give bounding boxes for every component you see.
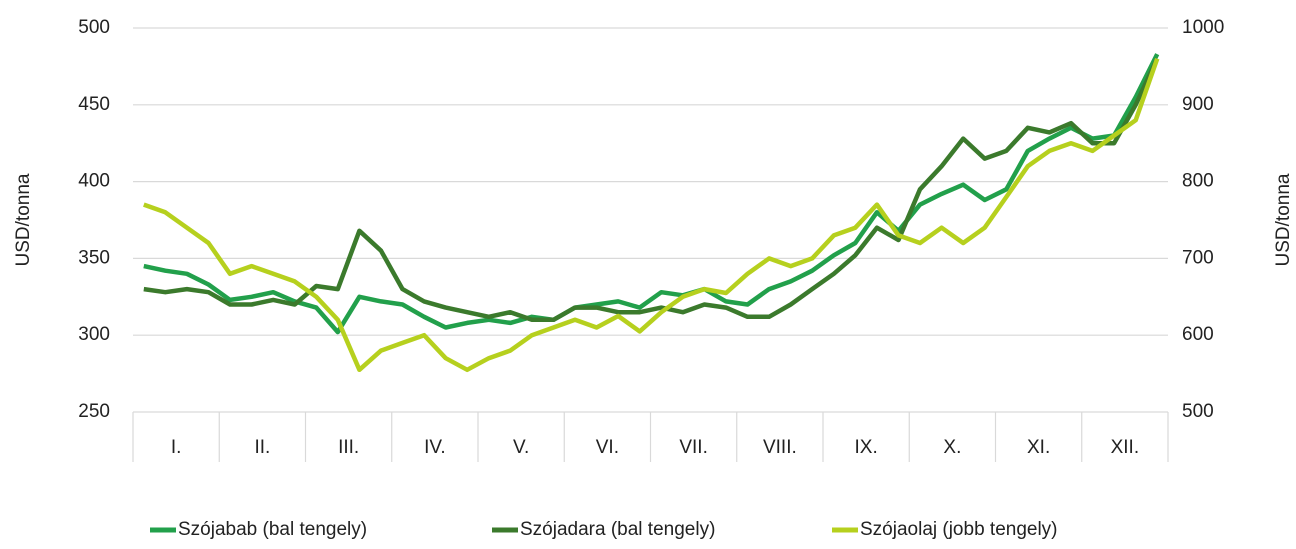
y-tick-label: 300 [78,324,110,345]
x-tick-label: VIII. [763,437,797,458]
x-tick-label: IV. [424,437,446,458]
y2-tick-label: 1000 [1182,17,1224,38]
y-tick-label: 500 [78,17,110,38]
y-tick-label: 250 [78,401,110,422]
y2-tick-label: 500 [1182,401,1214,422]
x-tick-label: IX. [855,437,878,458]
y-tick-label: 450 [78,94,110,115]
y2-tick-label: 800 [1182,171,1214,192]
x-tick-label: V. [513,437,529,458]
legend-label: Szójaolaj (jobb tengely) [860,519,1058,540]
y2-axis-title: USD/tonna [1273,173,1294,266]
y-tick-label: 400 [78,171,110,192]
y2-tick-label: 900 [1182,94,1214,115]
x-tick-label: VII. [679,437,708,458]
x-tick-label: X. [943,437,961,458]
y2-tick-label: 700 [1182,247,1214,268]
legend-label: Szójabab (bal tengely) [178,519,367,540]
series-line [143,57,1160,323]
x-tick-label: II. [254,437,270,458]
x-tick-label: I. [171,437,182,458]
y2-tick-label: 600 [1182,324,1214,345]
x-tick-label: III. [338,437,359,458]
x-tick-label: VI. [596,437,619,458]
x-tick-label: XII. [1111,437,1140,458]
y-tick-label: 350 [78,247,110,268]
series-line [143,57,1160,373]
series-line [143,53,1160,335]
y-axis-title: USD/tonna [13,173,34,266]
x-tick-label: XI. [1027,437,1050,458]
legend-label: Szójadara (bal tengely) [520,519,715,540]
